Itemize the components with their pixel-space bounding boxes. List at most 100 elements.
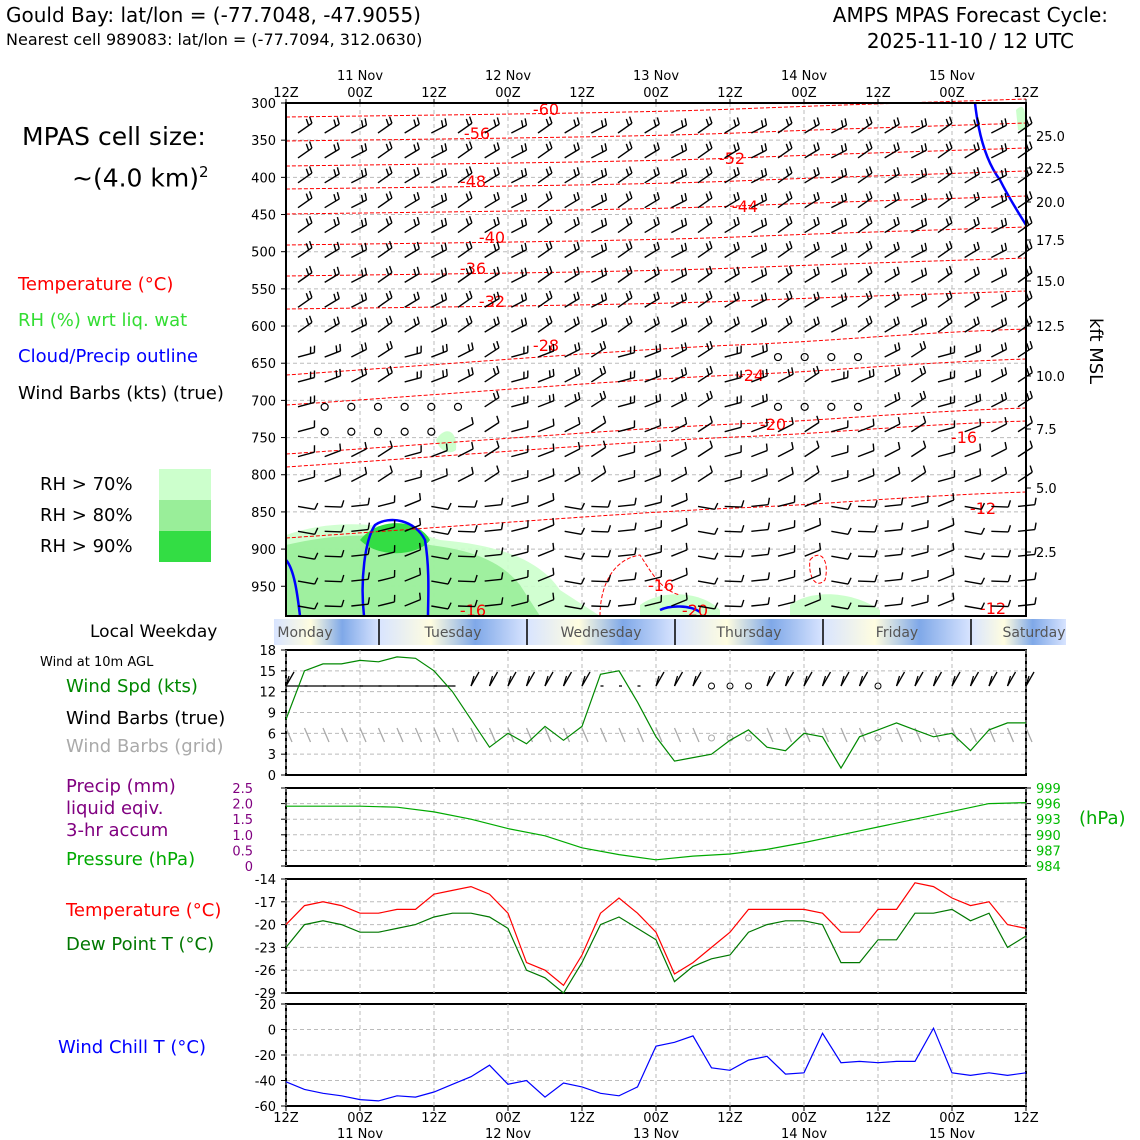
wind-barb-flag bbox=[468, 166, 473, 174]
wind-barb-flag bbox=[872, 443, 875, 451]
wind-barb-shaft bbox=[564, 273, 580, 283]
wind-barb bbox=[777, 466, 794, 483]
wind-barb-flag bbox=[465, 168, 470, 176]
wind-barb-shaft bbox=[324, 375, 341, 383]
wind-barb-shaft bbox=[671, 224, 687, 234]
wind-barb-flag bbox=[760, 294, 764, 302]
wind-barb-shaft bbox=[751, 503, 769, 508]
wind-barb-flag bbox=[496, 390, 500, 398]
wind-barb-flag bbox=[604, 267, 608, 275]
wind-barb-flag bbox=[1000, 144, 1004, 153]
wind-barb-shaft bbox=[377, 296, 393, 308]
wind-barb-shaft bbox=[777, 247, 793, 259]
wind-barb-flag bbox=[333, 318, 337, 326]
wind-barb-flag bbox=[680, 144, 684, 153]
wind-barb bbox=[1017, 166, 1033, 184]
wind-barb-shaft bbox=[644, 576, 662, 582]
wind-barb-shaft bbox=[644, 424, 661, 433]
wind-barb-flag bbox=[442, 370, 445, 378]
wind-barb bbox=[377, 365, 393, 383]
wind-barb bbox=[511, 420, 529, 433]
wind-barb bbox=[857, 368, 875, 383]
wind-barb bbox=[911, 292, 928, 308]
wind-barb-shaft bbox=[590, 471, 606, 483]
wind-barb-shaft bbox=[991, 274, 1007, 283]
windchill-ytick-label: 20 bbox=[259, 998, 276, 1013]
wind-barb-flag bbox=[736, 191, 740, 200]
wind-barb-flag bbox=[1028, 290, 1033, 298]
wind-barb-flag bbox=[709, 415, 713, 423]
wind-barb-shaft bbox=[431, 274, 447, 283]
wind-barb-shaft bbox=[1017, 122, 1033, 134]
wind-barb bbox=[911, 217, 928, 234]
wind-barb-flag bbox=[305, 118, 310, 126]
wind-barb-flag bbox=[308, 265, 313, 273]
wind-barb-flag bbox=[840, 194, 844, 202]
wind-barb-flag bbox=[1034, 597, 1037, 605]
wind-barb-flag bbox=[364, 267, 368, 275]
wind-barb-shaft bbox=[777, 473, 794, 483]
temperature-contour bbox=[809, 554, 827, 584]
wind-barb-grid bbox=[784, 727, 793, 743]
wind-barb-shaft bbox=[457, 147, 473, 159]
wind-barb-shaft bbox=[484, 223, 500, 234]
wind-barb bbox=[831, 317, 848, 333]
wind-barb-flag bbox=[653, 144, 657, 152]
wind-barb-flag bbox=[1026, 343, 1030, 351]
wind-barb-shaft bbox=[831, 174, 847, 184]
wind-barb-shaft bbox=[564, 173, 580, 184]
wind-barb-shaft bbox=[804, 223, 820, 234]
wind-barb bbox=[751, 118, 768, 134]
wind-barb bbox=[724, 370, 742, 383]
wind-barb-flag bbox=[813, 268, 817, 276]
wind-barb-shaft bbox=[511, 174, 527, 184]
wind-barb-flag bbox=[708, 166, 713, 174]
wind-barb bbox=[297, 370, 316, 383]
wind-barb-shaft bbox=[644, 350, 661, 358]
wind-barb-shaft bbox=[884, 348, 901, 358]
wind-barb-shaft bbox=[484, 123, 500, 134]
wind-barb-flag bbox=[548, 215, 553, 224]
wind-barb bbox=[591, 549, 612, 558]
wind-barb bbox=[751, 192, 768, 209]
wind-barb bbox=[297, 240, 313, 259]
wind-barb-shaft bbox=[804, 123, 820, 134]
xsec-top-day-label: 12 Nov bbox=[485, 69, 531, 84]
wind-barb-shaft bbox=[484, 446, 500, 458]
bottom-xtick-label: 00Z bbox=[495, 1111, 521, 1126]
wind-barb-flag bbox=[736, 266, 740, 274]
calm-wind-circle bbox=[800, 352, 809, 362]
wind-barb bbox=[884, 316, 900, 333]
wind-barb-flag bbox=[952, 517, 955, 526]
wind-barb-flag bbox=[336, 266, 340, 274]
wind-barb-shaft bbox=[697, 147, 713, 159]
wind-barb bbox=[991, 441, 1008, 458]
wind-barb bbox=[724, 191, 740, 209]
wind-barb-flag bbox=[305, 243, 310, 251]
wind-barb-flag bbox=[973, 218, 977, 227]
wind-barb-flag bbox=[468, 141, 473, 149]
bottom-day-label: 13 Nov bbox=[633, 1127, 679, 1140]
wind-barb-grid bbox=[599, 727, 608, 743]
wind-barb-grid bbox=[673, 727, 682, 743]
wind-barb bbox=[751, 418, 768, 433]
wind-barb-shaft bbox=[671, 423, 687, 433]
temperature-contour bbox=[285, 226, 1027, 246]
wind-barb-grid bbox=[840, 727, 848, 743]
wind-barb-flag bbox=[314, 552, 319, 560]
wind-barb bbox=[724, 574, 745, 583]
wind-barb-grid bbox=[895, 727, 904, 743]
wind-barb-flag bbox=[980, 602, 986, 610]
wind-barb bbox=[857, 525, 878, 533]
wind-barb-flag bbox=[736, 216, 740, 225]
wind-barb-flag bbox=[948, 116, 953, 124]
wind-barb-shaft bbox=[831, 505, 849, 511]
wind-barb-flag bbox=[897, 392, 901, 400]
wind-barb bbox=[911, 143, 928, 159]
wind-calm-true bbox=[874, 682, 882, 690]
wind-barb-shaft bbox=[671, 274, 687, 283]
wind-barb bbox=[297, 552, 319, 560]
wind-barb-flag bbox=[764, 118, 768, 126]
rh80-swatch bbox=[159, 500, 211, 531]
wind-barb-flag bbox=[680, 344, 684, 352]
